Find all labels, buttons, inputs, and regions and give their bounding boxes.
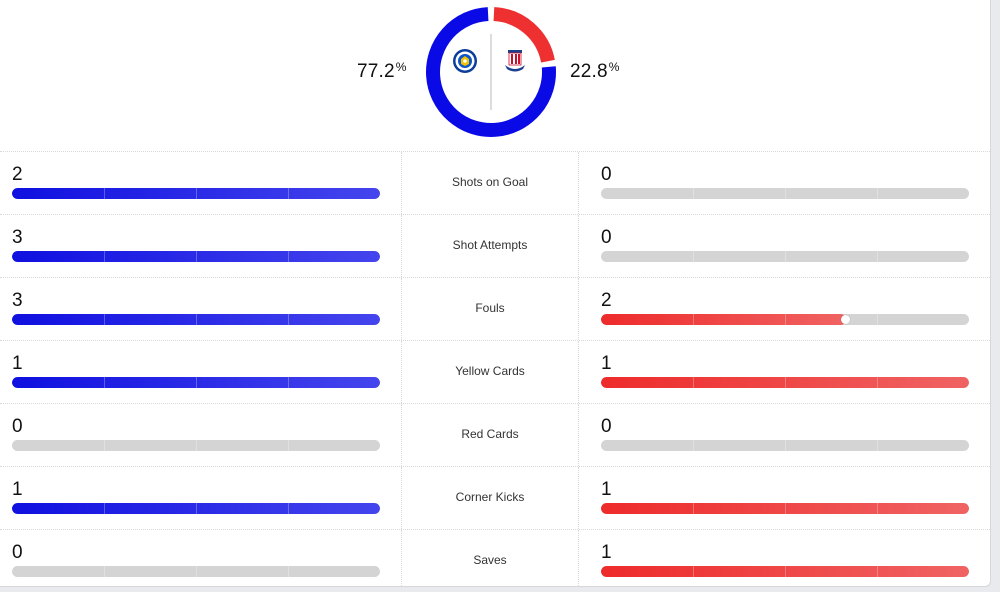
home-stat-value: 3 [12,227,23,248]
home-stat-bar [12,251,380,262]
column-divider [578,467,579,529]
away-stat-bar [601,440,969,451]
away-stat-bar [601,503,969,514]
stat-label: Shot Attempts [452,238,528,252]
away-stat-bar-knob [841,315,851,324]
column-divider [401,152,402,214]
away-stat-bar-fill [601,566,969,577]
stat-label: Shots on Goal [451,175,529,189]
home-stat-bar-fill [12,188,380,199]
stat-label: Fouls [475,301,505,315]
stat-row: 2 Shots on Goal 0 [0,151,990,214]
home-stat-value: 3 [12,290,23,311]
home-stat-bar [12,314,380,325]
home-possession-percent: 77.2% [357,60,407,82]
stat-label: Red Cards [461,427,519,441]
column-divider [578,152,579,214]
away-stat-bar-fill [601,377,969,388]
home-stat-bar [12,503,380,514]
column-divider [578,341,579,403]
away-stat-value: 0 [601,164,612,185]
away-stat-value: 2 [601,290,612,311]
away-stat-bar [601,251,969,262]
column-divider [401,215,402,277]
home-stat-bar-fill [12,251,380,262]
away-stat-bar [601,314,969,325]
column-divider [578,404,579,466]
column-divider [401,404,402,466]
stat-label: Yellow Cards [455,364,525,378]
home-stat-bar-fill [12,503,380,514]
home-possession-arc [426,7,556,137]
column-divider [401,278,402,340]
stats-table: 2 Shots on Goal 0 3 Shot Attempts 0 3 [0,151,990,586]
stat-row: 0 Red Cards 0 [0,403,990,466]
column-divider [578,530,579,586]
possession-donut [426,7,556,137]
away-stat-bar-fill [601,314,847,325]
stoke-crest-icon [505,50,525,72]
home-stat-bar-fill [12,377,380,388]
possession-donut-chart [424,5,558,139]
away-stat-bar [601,566,969,577]
away-stat-bar [601,377,969,388]
home-stat-value: 1 [12,353,23,374]
home-stat-bar [12,377,380,388]
away-stat-value: 1 [601,542,612,563]
stat-row: 3 Fouls 2 [0,277,990,340]
home-stat-bar-fill [12,314,380,325]
column-divider [401,467,402,529]
column-divider [401,530,402,586]
stat-row: 1 Corner Kicks 1 [0,466,990,529]
away-stat-value: 0 [601,227,612,248]
away-possession-arc [493,7,555,63]
away-stat-value: 1 [601,353,612,374]
stat-row: 3 Shot Attempts 0 [0,214,990,277]
home-stat-bar [12,566,380,577]
column-divider [401,341,402,403]
away-stat-value: 1 [601,479,612,500]
away-stat-value: 0 [601,416,612,437]
column-divider [578,215,579,277]
stat-row: 0 Saves 1 [0,529,990,586]
home-stat-value: 0 [12,416,23,437]
stat-label: Corner Kicks [455,490,525,504]
home-stat-value: 2 [12,164,23,185]
home-stat-bar [12,440,380,451]
leicester-crest-icon [453,49,477,73]
home-stat-value: 1 [12,479,23,500]
away-stat-bar [601,188,969,199]
away-possession-percent: 22.8% [570,60,620,82]
home-stat-value: 0 [12,542,23,563]
stat-label: Saves [473,553,507,567]
away-stat-bar-fill [601,503,969,514]
stat-row: 1 Yellow Cards 1 [0,340,990,403]
possession-section: 77.2% [0,0,990,150]
column-divider [578,278,579,340]
home-stat-bar [12,188,380,199]
